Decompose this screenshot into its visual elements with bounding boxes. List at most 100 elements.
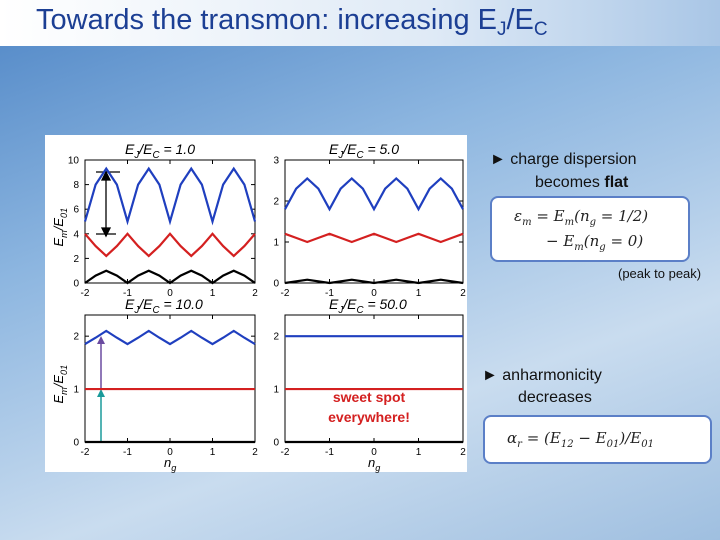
x-tick-label: 2 (460, 288, 466, 299)
x-tick-label: -2 (281, 447, 290, 458)
label-part: E (125, 141, 135, 157)
chart: 0 1 2 -2 -1 0 1 2 EJ/EC = 50.0 ng sweet spot everyw… (273, 296, 466, 473)
transition-arrows (97, 336, 105, 442)
label-part: /E (138, 296, 153, 312)
bullet-2: ► anharmonicity (482, 367, 602, 385)
bullet-text: becomes (535, 174, 605, 191)
slide-title: Towards the transmon: increasing EJ/EC (36, 4, 548, 40)
label-sub: m (59, 230, 69, 238)
x-tick-label: -2 (81, 447, 90, 458)
series-line (284, 278, 464, 285)
label-part: /E (51, 218, 66, 232)
f-sub: 01 (606, 439, 620, 450)
bullet-1-cont: becomes flat (535, 174, 628, 192)
y-tick-label: 1 (273, 385, 279, 396)
f: α (507, 429, 518, 447)
label-part: /E (51, 375, 66, 389)
y-tick-label: 8 (73, 180, 79, 191)
x-tick-label: -2 (281, 288, 290, 299)
label-part: /E (342, 141, 357, 157)
x-tick-label: 2 (252, 288, 258, 299)
chart-title: EJ/EC = 1.0 (125, 141, 195, 161)
x-tick-label: 1 (210, 288, 216, 299)
y-tick-label: 0 (273, 438, 279, 449)
title-sub: C (533, 19, 548, 40)
label-sub: C (356, 150, 364, 161)
x-tick-label: 2 (460, 447, 466, 458)
f: − E (573, 429, 607, 447)
series-line (84, 232, 256, 258)
title-text: Towards the transmon: increasing E (36, 4, 497, 36)
label-part: /E (342, 296, 357, 312)
y-tick-label: 0 (273, 279, 279, 290)
f-sub: m (522, 217, 532, 228)
x-axis-label: ng (368, 455, 380, 473)
label-sub: J (133, 305, 139, 316)
f: = 1/2) (596, 207, 649, 225)
label-part: = 50.0 (364, 296, 407, 312)
f: ε (514, 207, 523, 225)
x-tick-label: 0 (371, 288, 377, 299)
series-line (84, 269, 256, 285)
bullet-1: ► charge dispersion (490, 151, 637, 169)
y-axis-label: Em/E01 (51, 365, 69, 404)
label-part: E (51, 395, 66, 404)
series-line (284, 232, 464, 244)
chart-title: EJ/EC = 10.0 (125, 296, 203, 316)
f-sub: 01 (641, 439, 654, 450)
label-sub: C (152, 305, 160, 316)
label-part: E (329, 296, 339, 312)
f: (n (574, 207, 590, 225)
annotation: sweet spot (333, 389, 406, 405)
f-sub: 12 (560, 439, 574, 450)
label-sub: J (337, 150, 343, 161)
y-tick-label: 2 (73, 332, 79, 343)
f-sub: m (564, 217, 575, 228)
y-tick-label: 0 (73, 438, 79, 449)
x-tick-label: -2 (81, 288, 90, 299)
title-banner (0, 0, 720, 46)
y-tick-label: 10 (68, 156, 80, 167)
x-axis-label: ng (164, 455, 176, 473)
label-sub: C (356, 305, 364, 316)
chart: 0 1 2 -2 -1 0 1 2 EJ/EC = 10.0 Em/E01 ng (51, 296, 258, 473)
x-tick-label: 1 (416, 447, 422, 458)
label-part: n (164, 455, 171, 470)
y-tick-label: 0 (73, 279, 79, 290)
x-tick-label: -1 (123, 447, 132, 458)
f: = 0) (605, 232, 644, 250)
x-tick-label: 1 (210, 447, 216, 458)
title-text: /E (506, 4, 534, 36)
formula-box-2: αr = (E12 − E01)/E01 (483, 415, 712, 464)
note-text: (peak to peak) (618, 266, 702, 281)
bullet-text: decreases (518, 389, 592, 406)
f-sub: g (589, 217, 597, 228)
f: (n (583, 232, 600, 250)
x-tick-label: 1 (416, 288, 422, 299)
annotation: everywhere! (328, 409, 410, 425)
label-part: n (368, 455, 375, 470)
y-tick-label: 2 (273, 197, 279, 208)
chart: 0 1 2 3 -2 -1 0 1 2 EJ/EC = 5.0 (273, 141, 466, 299)
y-axis-label: Em/E01 (51, 208, 69, 247)
x-tick-label: 0 (371, 447, 377, 458)
y-tick-label: 3 (273, 156, 279, 167)
label-sub: g (375, 463, 380, 473)
f-sub: r (517, 439, 522, 450)
f: = (E (521, 429, 561, 447)
y-tick-label: 4 (73, 229, 79, 240)
y-tick-label: 1 (73, 385, 79, 396)
f: )/E (619, 429, 642, 447)
label-sub: J (337, 305, 343, 316)
label-sub: C (152, 150, 160, 161)
x-tick-label: 0 (167, 447, 173, 458)
chart-title: EJ/EC = 50.0 (329, 296, 407, 316)
label-part: E (51, 238, 66, 247)
y-tick-label: 2 (273, 332, 279, 343)
f: = E (531, 207, 565, 225)
bullet-2-cont: decreases (518, 389, 592, 407)
label-sub: J (133, 150, 139, 161)
x-tick-label: 2 (252, 447, 258, 458)
